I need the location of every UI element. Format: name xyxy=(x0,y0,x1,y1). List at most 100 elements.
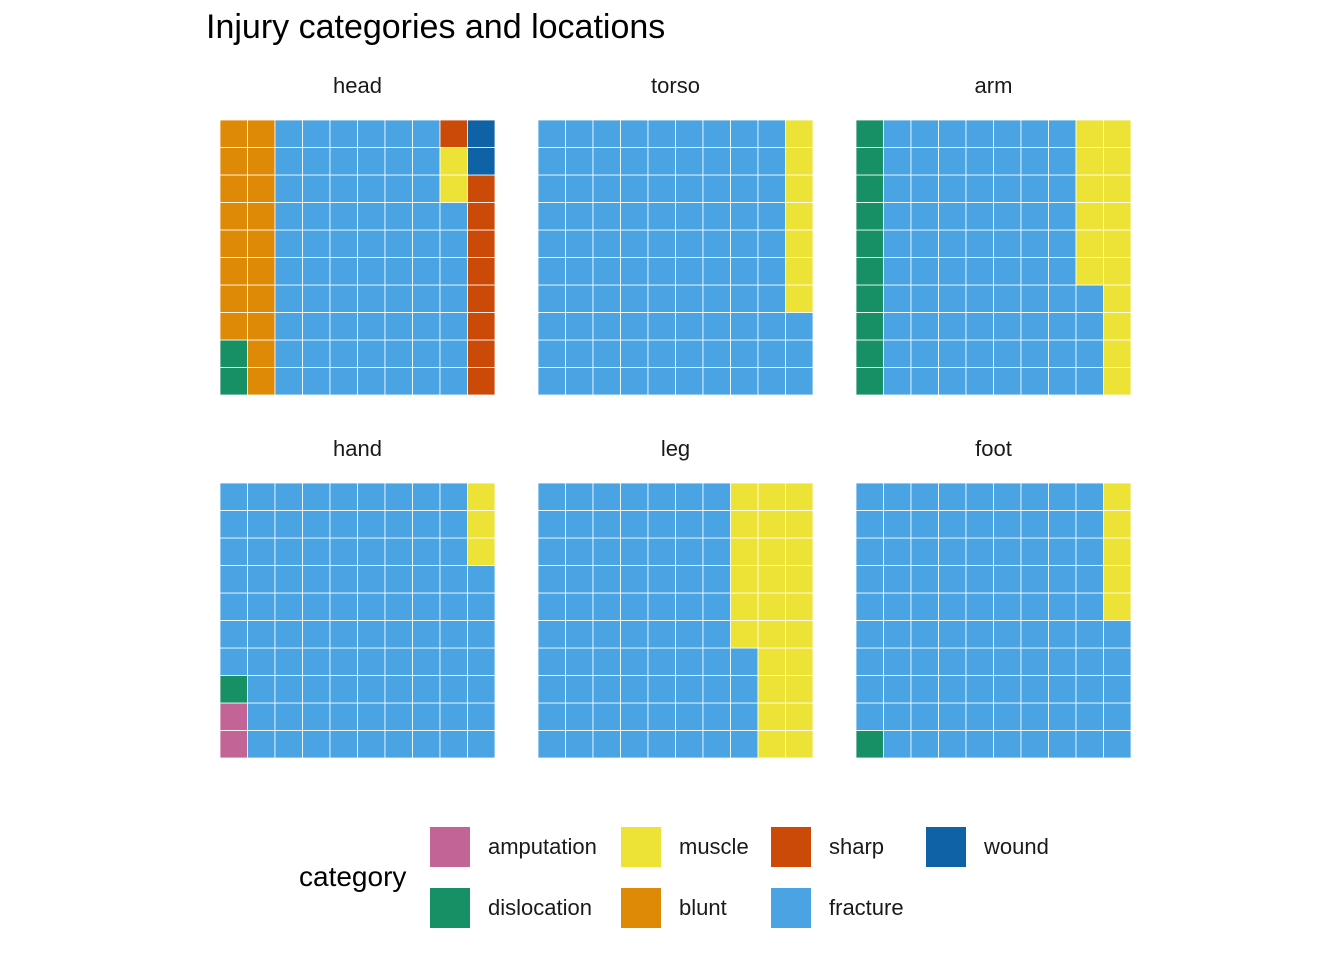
waffle-cell-fracture xyxy=(592,174,621,203)
waffle-cell-fracture xyxy=(730,312,759,341)
legend-label-amputation: amputation xyxy=(488,834,597,859)
facet-hand: hand xyxy=(219,436,496,759)
waffle-cell-fracture xyxy=(439,367,468,396)
waffle-cell-fracture xyxy=(675,482,704,511)
waffle-cell-dislocation xyxy=(855,730,884,759)
waffle-cell-muscle xyxy=(785,565,814,594)
waffle-cell-fracture xyxy=(620,647,649,676)
waffle-cell-fracture xyxy=(565,702,594,731)
waffle-cell-fracture xyxy=(883,565,912,594)
waffle-cell-fracture xyxy=(302,537,331,566)
waffle-cell-fracture xyxy=(675,675,704,704)
facet-label-foot: foot xyxy=(975,436,1012,461)
waffle-cell-fracture xyxy=(757,367,786,396)
waffle-cell-fracture xyxy=(247,620,276,649)
waffle-cell-fracture xyxy=(938,537,967,566)
waffle-cell-fracture xyxy=(592,147,621,176)
waffle-cell-fracture xyxy=(384,119,413,148)
waffle-cell-fracture xyxy=(412,510,441,539)
waffle-cell-fracture xyxy=(702,620,731,649)
legend-key-wound xyxy=(926,827,966,867)
waffle-cell-fracture xyxy=(1048,367,1077,396)
waffle-cell-fracture xyxy=(537,647,566,676)
waffle-cell-fracture xyxy=(1075,537,1104,566)
waffle-cell-fracture xyxy=(910,312,939,341)
waffle-cell-fracture xyxy=(592,675,621,704)
waffle-cell-fracture xyxy=(702,482,731,511)
waffle-cell-muscle xyxy=(1103,592,1132,621)
legend-key-blunt xyxy=(621,888,661,928)
waffle-cell-fracture xyxy=(412,174,441,203)
waffle-cell-fracture xyxy=(785,312,814,341)
waffle-cell-muscle xyxy=(785,284,814,313)
waffle-cell-muscle xyxy=(757,675,786,704)
waffle-cell-fracture xyxy=(620,147,649,176)
waffle-cell-fracture xyxy=(910,174,939,203)
waffle-cell-fracture xyxy=(1048,620,1077,649)
waffle-cell-muscle xyxy=(1103,537,1132,566)
waffle-cell-fracture xyxy=(883,229,912,258)
waffle-cell-fracture xyxy=(883,647,912,676)
waffle-cell-fracture xyxy=(537,312,566,341)
waffle-cell-fracture xyxy=(439,620,468,649)
waffle-cell-fracture xyxy=(965,257,994,286)
waffle-cell-fracture xyxy=(219,620,248,649)
waffle-cell-fracture xyxy=(993,592,1022,621)
waffle-cell-fracture xyxy=(274,647,303,676)
waffle-cell-fracture xyxy=(993,675,1022,704)
waffle-cell-fracture xyxy=(647,565,676,594)
waffle-cell-muscle xyxy=(1103,257,1132,286)
waffle-cell-fracture xyxy=(993,202,1022,231)
waffle-cell-fracture xyxy=(883,147,912,176)
waffle-cell-fracture xyxy=(592,482,621,511)
waffle-cell-muscle xyxy=(467,537,496,566)
waffle-cell-fracture xyxy=(620,202,649,231)
waffle-cell-fracture xyxy=(1075,482,1104,511)
waffle-cell-fracture xyxy=(537,174,566,203)
waffle-cell-fracture xyxy=(647,730,676,759)
waffle-cell-fracture xyxy=(384,537,413,566)
waffle-cell-fracture xyxy=(702,284,731,313)
waffle-cell-fracture xyxy=(938,620,967,649)
waffle-cell-fracture xyxy=(537,702,566,731)
waffle-cell-fracture xyxy=(965,119,994,148)
legend-label-sharp: sharp xyxy=(829,834,885,859)
waffle-cell-fracture xyxy=(384,510,413,539)
waffle-cell-fracture xyxy=(439,592,468,621)
waffle-cell-fracture xyxy=(1020,257,1049,286)
waffle-cell-fracture xyxy=(357,482,386,511)
waffle-cell-fracture xyxy=(302,174,331,203)
waffle-cell-fracture xyxy=(993,510,1022,539)
waffle-cell-fracture xyxy=(329,312,358,341)
waffle-cell-fracture xyxy=(467,565,496,594)
waffle-cell-fracture xyxy=(302,229,331,258)
waffle-cell-fracture xyxy=(565,675,594,704)
waffle-cell-fracture xyxy=(357,119,386,148)
waffle-cell-fracture xyxy=(302,147,331,176)
waffle-cell-fracture xyxy=(965,565,994,594)
waffle-cell-fracture xyxy=(412,339,441,368)
waffle-cell-fracture xyxy=(620,730,649,759)
waffle-cell-fracture xyxy=(274,147,303,176)
waffle-cell-fracture xyxy=(702,647,731,676)
waffle-cell-fracture xyxy=(938,339,967,368)
waffle-cell-blunt xyxy=(219,257,248,286)
waffle-cell-fracture xyxy=(910,565,939,594)
waffle-cell-fracture xyxy=(329,537,358,566)
waffle-cell-fracture xyxy=(1075,702,1104,731)
waffle-cell-fracture xyxy=(1020,147,1049,176)
waffle-cell-fracture xyxy=(993,119,1022,148)
waffle-cell-fracture xyxy=(910,730,939,759)
waffle-cell-fracture xyxy=(620,339,649,368)
waffle-cell-fracture xyxy=(439,730,468,759)
waffle-cell-fracture xyxy=(965,675,994,704)
waffle-cell-fracture xyxy=(565,592,594,621)
waffle-cell-fracture xyxy=(274,229,303,258)
waffle-cell-fracture xyxy=(439,675,468,704)
waffle-cell-fracture xyxy=(412,537,441,566)
waffle-cell-fracture xyxy=(565,339,594,368)
facet-label-torso: torso xyxy=(651,73,700,98)
waffle-cell-dislocation xyxy=(855,174,884,203)
waffle-cell-fracture xyxy=(537,367,566,396)
legend-label-fracture: fracture xyxy=(829,895,904,920)
